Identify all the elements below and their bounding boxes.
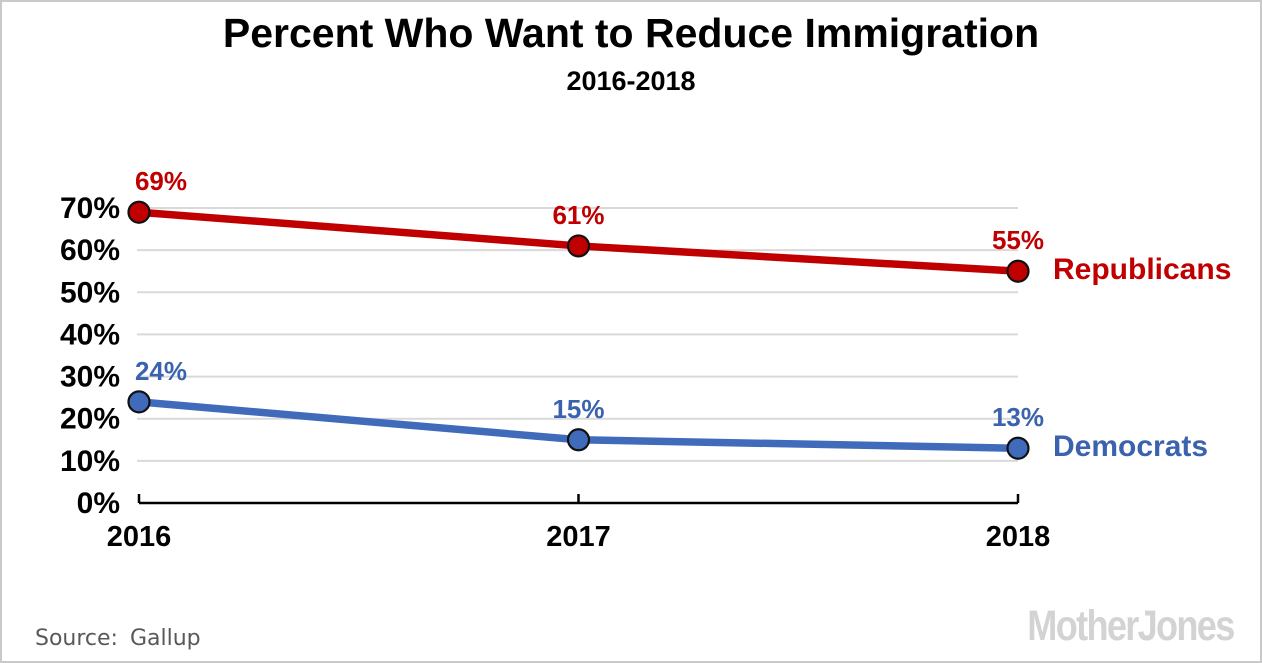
source-label: Source:: [35, 626, 118, 651]
data-point-republicans-2016: [127, 200, 151, 224]
source-value: Gallup: [129, 626, 201, 651]
x-axis-tick-label: 2017: [546, 521, 611, 553]
data-label-democrats-2017: 15%: [552, 394, 604, 424]
y-axis-tick-label: 30%: [60, 361, 120, 394]
data-label-democrats-2016: 24%: [135, 356, 187, 386]
y-axis-tick-label: 40%: [60, 318, 120, 351]
motherjones-logo: MotherJones: [1027, 602, 1236, 650]
x-axis-tick-label: 2016: [107, 521, 172, 553]
data-point-republicans-2018: [1006, 259, 1030, 283]
y-axis-tick-label: 70%: [60, 192, 120, 225]
data-label-republicans-2018: 55%: [992, 225, 1044, 255]
data-point-democrats-2018: [1006, 436, 1030, 460]
series-label-republicans: Republicans: [1053, 253, 1231, 286]
y-axis-tick-label: 60%: [60, 234, 120, 267]
data-label-republicans-2017: 61%: [552, 200, 604, 230]
chart-title: Percent Who Want to Reduce Immigration: [222, 10, 1040, 56]
y-axis-tick-label: 50%: [60, 276, 120, 309]
chart-subtitle: 2016-2018: [566, 66, 696, 96]
source-note: Source: Gallup: [35, 626, 201, 651]
series-label-democrats: Democrats: [1053, 430, 1208, 463]
y-axis-tick-label: 0%: [77, 487, 120, 520]
data-label-democrats-2018: 13%: [992, 402, 1044, 432]
y-axis-tick-label: 20%: [60, 403, 120, 436]
data-point-democrats-2017: [566, 428, 591, 452]
x-axis-tick-label: 2018: [986, 521, 1051, 553]
data-label-republicans-2016: 69%: [135, 166, 187, 196]
y-axis-tick-label: 10%: [60, 445, 120, 478]
data-point-republicans-2017: [566, 234, 591, 258]
data-point-democrats-2016: [127, 390, 151, 414]
